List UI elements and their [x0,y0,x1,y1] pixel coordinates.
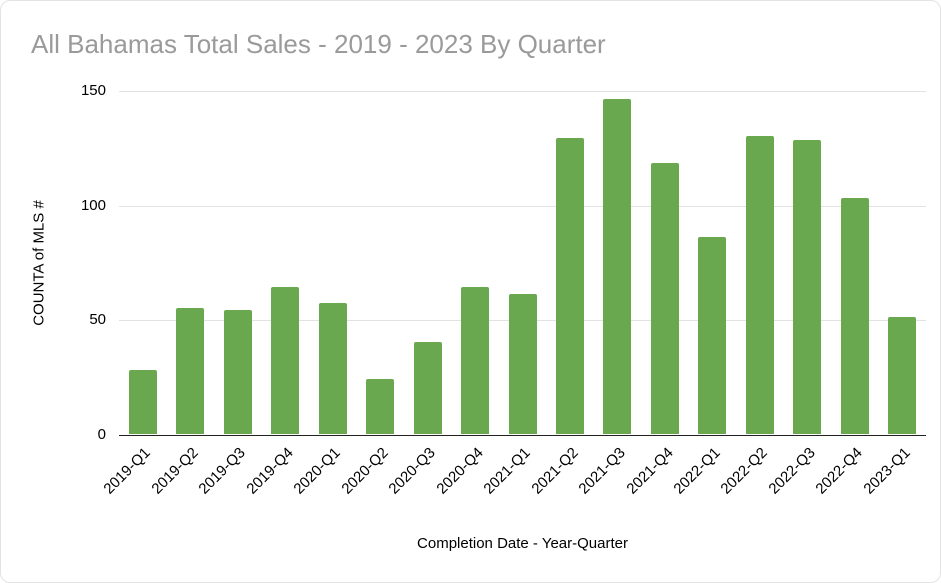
y-tick-label: 50 [89,311,106,329]
x-tick-label: 2022-Q1 [670,444,724,498]
x-tick-label: 2019-Q4 [243,444,297,498]
bar-2022-Q4[interactable] [841,198,869,434]
bar-2019-Q3[interactable] [224,310,252,434]
x-tick-label: 2020-Q2 [338,444,392,498]
x-tick-label: 2021-Q4 [622,444,677,498]
bar-2020-Q2[interactable] [366,379,394,434]
x-tick-label: 2022-Q4 [812,444,867,498]
x-axis-label: Completion Date - Year-Quarter [417,535,628,552]
x-tick-label: 2020-Q3 [385,444,439,498]
x-tick-label: 2019-Q3 [195,444,250,498]
x-tick-label: 2022-Q3 [765,444,819,498]
bar-2022-Q2[interactable] [746,136,774,434]
bar-2022-Q3[interactable] [793,140,821,434]
x-tick-label: 2022-Q2 [717,444,772,498]
bar-2019-Q4[interactable] [271,287,299,434]
bar-2019-Q2[interactable] [176,308,204,434]
bar-2023-Q1[interactable] [888,317,916,434]
bar-2020-Q1[interactable] [319,303,347,434]
bar-2022-Q1[interactable] [698,237,726,434]
y-tick-label: 0 [97,426,106,443]
bar-2021-Q3[interactable] [603,99,631,434]
bar-2021-Q1[interactable] [509,294,537,434]
bar-2020-Q4[interactable] [461,287,489,434]
bar-2021-Q4[interactable] [651,163,679,434]
x-tick-label: 2020-Q1 [290,444,344,498]
gridline [119,91,926,92]
x-tick-label: 2019-Q2 [148,444,202,498]
x-tick-label: 2021-Q1 [480,444,534,498]
x-tick-label: 2021-Q3 [575,444,629,498]
bar-2020-Q3[interactable] [414,342,442,434]
x-axis-line [119,435,926,436]
y-axis-label: COUNTA of MLS # [30,200,48,326]
gridline [119,205,926,207]
x-tick-label: 2020-Q4 [433,444,487,498]
y-tick-label: 100 [80,196,106,214]
x-tick-label: 2021-Q2 [527,444,582,498]
y-tick-label: 150 [80,82,106,99]
bar-2019-Q1[interactable] [129,370,157,434]
bar-2021-Q2[interactable] [556,138,584,434]
plot-area [119,91,926,436]
chart-title: All Bahamas Total Sales - 2019 - 2023 By… [31,29,606,59]
x-tick-label: 2019-Q1 [100,444,155,498]
x-tick-label: 2023-Q1 [860,444,914,498]
